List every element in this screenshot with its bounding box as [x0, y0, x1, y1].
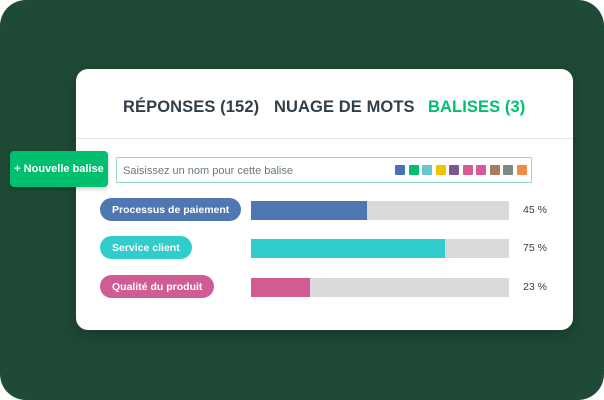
tag-bar-track: [251, 239, 509, 258]
tag-bar-fill: [251, 201, 368, 220]
tab-responses[interactable]: RÉPONSES (152): [123, 98, 260, 116]
tag-name-input[interactable]: [123, 162, 393, 180]
tab-word-cloud[interactable]: NUAGE DE MOTS: [274, 98, 415, 116]
tag-bar-fill: [251, 278, 311, 297]
color-swatch[interactable]: [489, 165, 500, 175]
tag-bar-fill: [251, 239, 445, 258]
tag-pill-product-quality[interactable]: Qualité du produit: [100, 275, 215, 298]
tag-pill-payment-process[interactable]: Processus de paiement: [100, 198, 242, 221]
tag-percent: 75 %: [523, 242, 547, 254]
tab-tags[interactable]: BALISES (3): [428, 98, 526, 116]
tag-name-field: [116, 157, 532, 183]
color-swatch[interactable]: [408, 165, 419, 175]
tag-row: Service client 75 %: [100, 236, 560, 260]
tag-bar-track: [251, 278, 509, 297]
color-swatch[interactable]: [462, 165, 473, 175]
tab-bar: RÉPONSES (152) NUAGE DE MOTS BALISES (3): [76, 69, 573, 139]
tag-pill-customer-service[interactable]: Service client: [100, 236, 192, 259]
tag-row: Qualité du produit 23 %: [100, 275, 560, 299]
tag-row: Processus de paiement 45 %: [100, 198, 560, 222]
tag-percent: 45 %: [523, 204, 547, 216]
tag-bar-track: [251, 201, 509, 220]
tag-percent: 23 %: [523, 281, 547, 293]
color-swatch[interactable]: [516, 165, 527, 175]
new-tag-button[interactable]: + Nouvelle balise: [10, 151, 108, 187]
color-swatch[interactable]: [503, 165, 513, 175]
color-swatch[interactable]: [449, 165, 459, 175]
color-swatches: [395, 165, 527, 176]
color-swatch[interactable]: [476, 165, 486, 175]
color-swatch[interactable]: [435, 165, 446, 175]
color-swatch[interactable]: [422, 165, 432, 175]
color-swatch[interactable]: [395, 165, 405, 175]
